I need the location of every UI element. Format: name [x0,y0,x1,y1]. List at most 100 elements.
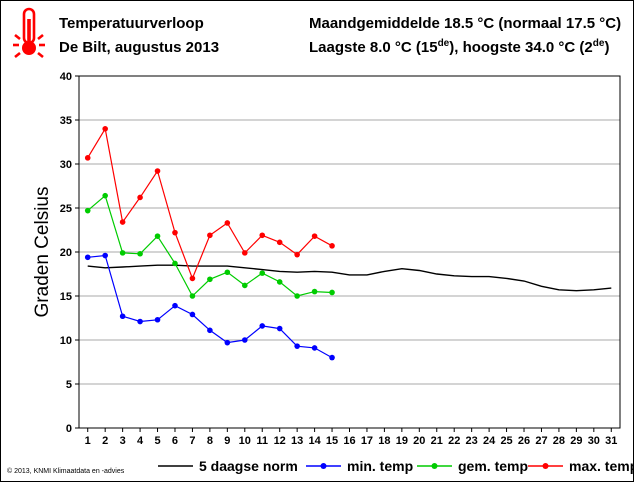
data-point-max-temp [84,155,91,161]
x-tick-label: 12 [274,435,286,447]
x-tick-label: 26 [518,435,530,447]
data-point-max-temp [207,232,213,239]
x-tick-label: 24 [483,435,496,447]
series-line-norm [87,264,612,292]
data-point-mean-temp [311,288,318,295]
data-point-min-temp [329,354,335,361]
x-tick-label: 10 [239,435,251,447]
legend-label-max-temp: max. temp [569,458,633,474]
data-point-min-temp [276,325,283,332]
data-point-min-temp [207,327,213,334]
x-tick-label: 13 [291,435,303,447]
data-point-mean-temp [224,269,231,276]
chart-subtitle: De Bilt, augustus 2013 [59,39,220,56]
data-point-mean-temp [241,282,248,289]
x-tick-label: 17 [361,435,373,447]
y-tick-label: 25 [60,203,72,215]
x-tick-label: 27 [535,435,547,447]
data-point-mean-temp [172,260,178,267]
data-point-max-temp [102,126,108,132]
x-tick-label: 9 [224,435,230,447]
data-point-max-temp [329,243,335,249]
legend-marker-min-temp [320,463,327,469]
data-point-min-temp [172,302,178,309]
x-tick-label: 20 [413,435,425,447]
data-point-min-temp [241,337,248,343]
x-tick-label: 4 [137,435,144,447]
legend-marker-mean-temp [431,463,438,469]
highest-day-suffix: de [592,38,605,49]
monthly-mean-stat: Maandgemiddelde 18.5 °C (normaal 17.5 °C… [309,15,622,32]
x-tick-label: 28 [553,435,565,447]
data-point-min-temp [259,323,266,329]
y-tick-label: 0 [66,423,72,435]
x-tick-label: 6 [172,435,178,447]
y-tick-label: 5 [66,379,72,391]
data-point-max-temp [311,233,318,239]
y-tick-label: 15 [60,291,72,303]
data-point-max-temp [276,239,283,246]
data-point-max-temp [119,219,126,225]
data-point-max-temp [172,229,178,236]
y-tick-label: 30 [60,159,72,171]
data-point-mean-temp [276,279,283,285]
data-point-max-temp [224,220,231,226]
x-tick-label: 5 [154,435,160,447]
x-tick-label: 29 [570,435,582,447]
data-point-mean-temp [154,233,161,239]
y-axis-label: Graden Celsius [32,187,53,318]
data-point-mean-temp [84,207,91,214]
x-tick-label: 15 [326,435,338,447]
lowest-day-suffix: de [437,38,450,49]
data-point-max-temp [154,168,161,174]
data-point-mean-temp [189,293,196,299]
data-point-max-temp [259,232,266,239]
data-point-min-temp [189,311,196,318]
thermometer-icon [13,7,45,59]
x-tick-label: 11 [256,435,268,447]
legend-label-mean-temp: gem. temp [458,458,528,474]
chart-title: Temperatuurverloop [59,15,204,32]
highest-temp-text: ), hoogste 34.0 °C (2 [449,39,593,56]
x-tick-label: 8 [207,435,213,447]
x-tick-label: 30 [588,435,600,447]
data-point-mean-temp [207,276,213,283]
legend-label-min-temp: min. temp [347,458,413,474]
x-tick-label: 19 [396,435,408,447]
lowest-temp-text: Laagste 8.0 °C (15 [309,39,438,56]
y-tick-label: 10 [60,335,72,347]
data-point-min-temp [119,313,126,320]
x-tick-label: 23 [466,435,478,447]
x-tick-label: 7 [189,435,195,447]
data-point-max-temp [294,251,300,258]
data-point-mean-temp [294,293,300,299]
data-point-min-temp [154,316,161,323]
x-tick-label: 31 [605,435,617,447]
x-tick-label: 1 [85,435,91,447]
data-point-mean-temp [137,250,143,257]
y-tick-label: 20 [60,247,72,259]
legend-label-norm: 5 daagse norm [199,458,298,474]
legend-marker-max-temp [542,463,549,469]
y-tick-label: 40 [60,71,72,83]
series-line-min-temp [87,254,333,359]
x-tick-label: 18 [378,435,390,447]
x-tick-label: 25 [500,435,512,447]
copyright-note: © 2013, KNMI Klimaatdata en -advies [7,468,125,475]
data-point-min-temp [102,252,108,259]
data-point-mean-temp [102,192,108,199]
data-point-max-temp [137,194,143,201]
x-tick-label: 21 [431,435,443,447]
data-point-mean-temp [329,289,335,296]
x-tick-label: 14 [308,435,321,447]
data-point-min-temp [84,254,91,261]
data-point-mean-temp [259,270,266,276]
x-tick-label: 22 [448,435,460,447]
data-point-min-temp [224,339,231,346]
extremes-close: ) [604,39,610,56]
y-tick-label: 35 [60,115,72,127]
data-point-max-temp [189,275,196,282]
data-point-min-temp [311,345,318,351]
